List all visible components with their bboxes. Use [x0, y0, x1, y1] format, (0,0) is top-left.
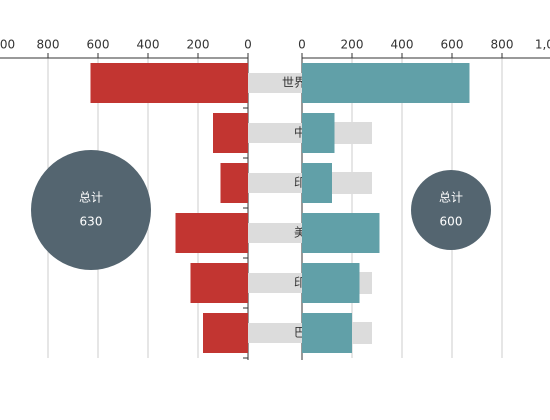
x-tick-label: 200 [187, 38, 210, 52]
bar [302, 213, 380, 253]
total-value: 630 [80, 215, 103, 229]
x-tick-label: 600 [441, 38, 464, 52]
x-tick-label: 800 [491, 38, 514, 52]
x-tick-label: 400 [137, 38, 160, 52]
bar [203, 313, 248, 353]
label-strip [248, 73, 302, 93]
total-label: 总计 [439, 191, 463, 205]
total-value: 600 [440, 215, 463, 229]
bar [302, 263, 360, 303]
x-tick-label: 1,000 [0, 38, 15, 52]
label-strip [248, 273, 302, 293]
label-strip [248, 223, 302, 243]
bar [302, 313, 352, 353]
x-tick-label: 600 [87, 38, 110, 52]
bar [302, 163, 332, 203]
label-strip [248, 123, 302, 143]
label-strip [248, 323, 302, 343]
total-bubble [411, 170, 491, 250]
bar [302, 63, 470, 103]
bar [90, 63, 248, 103]
x-tick-label: 800 [37, 38, 60, 52]
label-strip [248, 173, 302, 193]
bar [302, 113, 335, 153]
bar [213, 113, 248, 153]
total-label: 总计 [79, 191, 103, 205]
x-tick-label: 1,000 [535, 38, 550, 52]
x-tick-label: 200 [341, 38, 364, 52]
bar [190, 263, 248, 303]
x-tick-label: 0 [244, 38, 252, 52]
total-bubble [31, 150, 151, 270]
bar [175, 213, 248, 253]
x-tick-label: 400 [391, 38, 414, 52]
x-tick-label: 0 [298, 38, 306, 52]
bar [220, 163, 248, 203]
category-label: 世界 [282, 76, 306, 90]
